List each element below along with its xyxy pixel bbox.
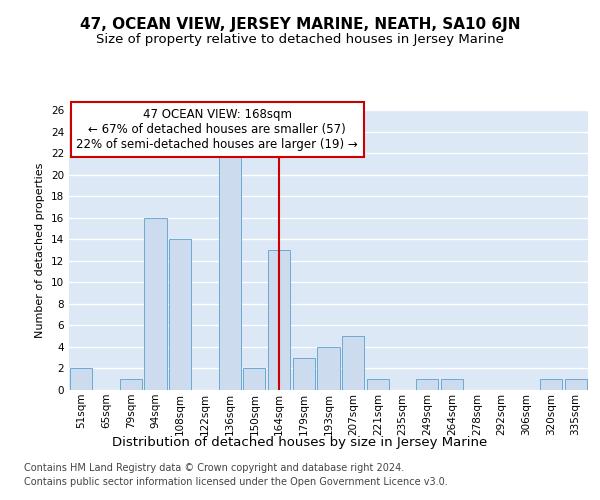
Bar (540, 379, 562, 390)
Text: 47, OCEAN VIEW, JERSEY MARINE, NEATH, SA10 6JN: 47, OCEAN VIEW, JERSEY MARINE, NEATH, SA… (80, 18, 520, 32)
Bar (268, 250, 290, 390)
Bar (218, 153, 241, 390)
Text: Size of property relative to detached houses in Jersey Marine: Size of property relative to detached ho… (96, 32, 504, 46)
Bar (169, 239, 191, 390)
Bar (70, 368, 92, 390)
Bar (416, 379, 439, 390)
Bar (367, 379, 389, 390)
Y-axis label: Number of detached properties: Number of detached properties (35, 162, 46, 338)
Bar (119, 379, 142, 390)
Bar (317, 347, 340, 390)
Bar (293, 358, 315, 390)
Text: Contains HM Land Registry data © Crown copyright and database right 2024.
Contai: Contains HM Land Registry data © Crown c… (24, 463, 448, 487)
Text: 47 OCEAN VIEW: 168sqm
← 67% of detached houses are smaller (57)
22% of semi-deta: 47 OCEAN VIEW: 168sqm ← 67% of detached … (76, 108, 358, 151)
Bar (145, 218, 167, 390)
Bar (342, 336, 364, 390)
Bar (565, 379, 587, 390)
Bar (243, 368, 265, 390)
Text: Distribution of detached houses by size in Jersey Marine: Distribution of detached houses by size … (112, 436, 488, 449)
Bar (441, 379, 463, 390)
